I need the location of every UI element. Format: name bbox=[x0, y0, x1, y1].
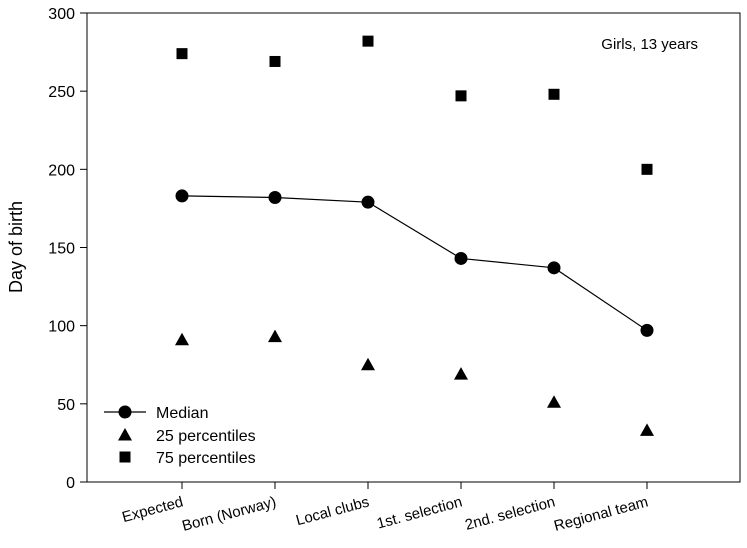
y-tick-label: 100 bbox=[48, 319, 75, 336]
median-point bbox=[547, 261, 561, 275]
x-tick-label: 2nd. selection bbox=[463, 493, 557, 533]
chart-annotation: Girls, 13 years bbox=[601, 36, 698, 53]
25-percentiles-point bbox=[361, 357, 375, 371]
x-tick-label: 1st. selection bbox=[375, 493, 464, 532]
75-percentiles-point bbox=[548, 88, 560, 100]
median-point bbox=[361, 195, 375, 209]
75-percentiles-point bbox=[641, 163, 653, 175]
y-tick-label: 300 bbox=[48, 6, 75, 23]
median-point bbox=[268, 190, 282, 204]
25-percentiles-point bbox=[175, 332, 189, 346]
25-percentiles-point bbox=[454, 367, 468, 380]
75-percentiles-point bbox=[269, 55, 281, 67]
legend-label-25-percentiles: 25 percentiles bbox=[156, 428, 256, 445]
75-percentiles-point bbox=[455, 90, 467, 102]
y-axis: 0 50 100 150 200 250 300 bbox=[48, 6, 87, 492]
legend-label-75-percentiles: 75 percentiles bbox=[156, 450, 256, 467]
75-percentiles-point bbox=[176, 48, 188, 60]
legend-marker-median bbox=[118, 405, 132, 419]
25-percentiles-point bbox=[547, 395, 561, 408]
y-tick-label: 50 bbox=[57, 397, 75, 414]
x-tick-label: Expected bbox=[120, 493, 185, 526]
legend: Median 25 percentiles 75 percentiles bbox=[104, 405, 256, 467]
legend-marker-25-percentiles bbox=[118, 428, 132, 441]
legend-label-median: Median bbox=[156, 405, 208, 422]
median-point bbox=[175, 189, 189, 203]
y-tick-label: 150 bbox=[48, 241, 75, 258]
75-percentiles-point bbox=[362, 35, 374, 47]
y-tick-label: 250 bbox=[48, 84, 75, 101]
25-percentiles-point bbox=[640, 423, 654, 436]
y-tick-label: 200 bbox=[48, 162, 75, 179]
y-tick-label: 0 bbox=[66, 475, 75, 492]
x-tick-label: Born (Norway) bbox=[180, 493, 278, 534]
x-tick-label: Local clubs bbox=[294, 493, 371, 529]
median-point bbox=[640, 323, 654, 337]
series-layer bbox=[175, 35, 654, 436]
median-line bbox=[181, 195, 648, 331]
x-tick-label: Regional team bbox=[552, 493, 650, 534]
25-percentiles-point bbox=[268, 329, 282, 343]
median-point bbox=[454, 251, 468, 265]
y-axis-label: Day of birth bbox=[6, 201, 26, 293]
legend-marker-75-percentiles bbox=[119, 451, 131, 463]
